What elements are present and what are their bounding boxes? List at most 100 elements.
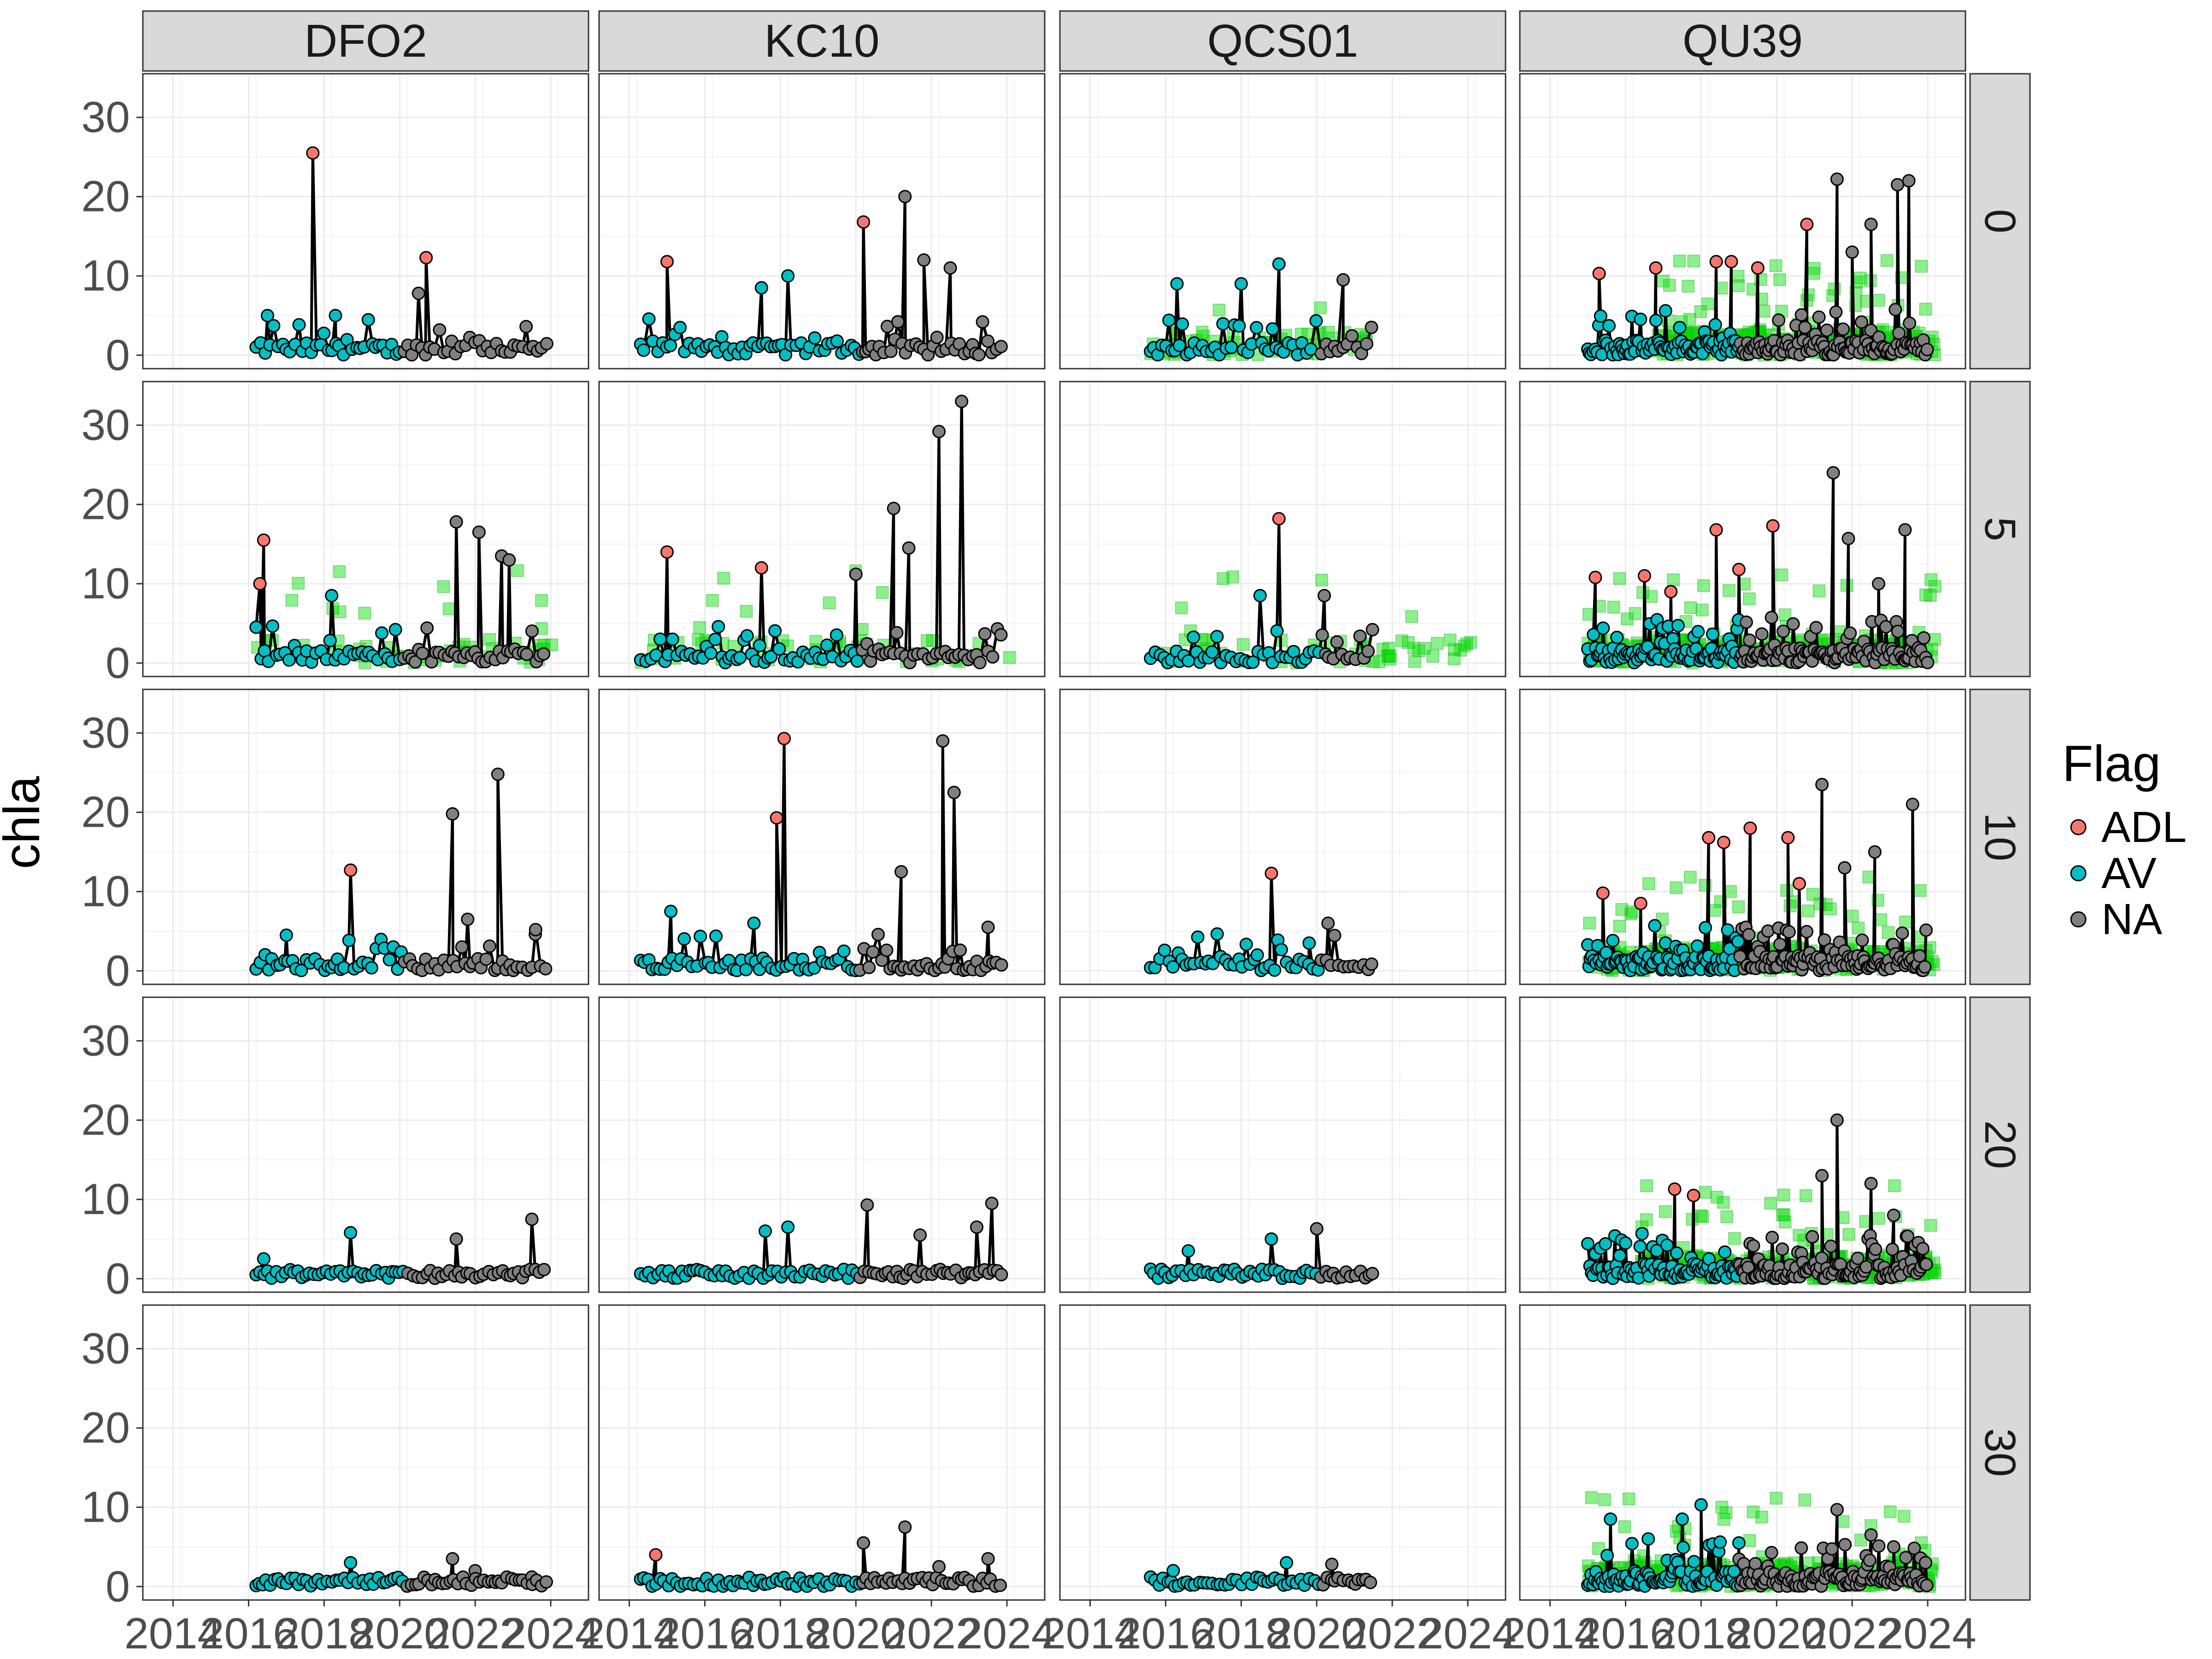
overlay-point xyxy=(1682,280,1694,293)
data-point-na xyxy=(981,334,995,348)
data-point-av xyxy=(1718,1245,1732,1259)
data-point-av xyxy=(665,632,679,646)
overlay-point xyxy=(1793,1229,1806,1242)
data-point-na xyxy=(491,767,505,781)
row-strip-20: 20 xyxy=(1969,996,2031,1293)
data-point-na xyxy=(539,962,553,976)
overlay-point xyxy=(1460,637,1473,650)
y-tick-label: 10 xyxy=(81,1175,130,1224)
data-point-av xyxy=(1216,317,1230,331)
overlay-point xyxy=(1607,600,1620,614)
data-point-adl xyxy=(1709,255,1723,269)
data-point-av xyxy=(1587,628,1600,641)
data-point-adl xyxy=(1732,563,1746,577)
data-point-av xyxy=(837,944,851,958)
data-point-av xyxy=(664,905,678,918)
data-point-na xyxy=(1859,1260,1873,1274)
data-point-adl xyxy=(1792,877,1806,891)
data-point-na xyxy=(994,958,1008,972)
data-point-adl xyxy=(1724,255,1738,269)
data-point-av xyxy=(1694,1498,1708,1512)
data-point-av xyxy=(1591,939,1605,953)
overlay-point xyxy=(1913,884,1927,897)
data-point-na xyxy=(1887,1540,1900,1554)
data-point-na xyxy=(446,807,459,821)
data-point-av xyxy=(1166,960,1180,974)
data-point-na xyxy=(1895,926,1909,940)
data-point-av xyxy=(709,929,723,943)
data-point-na xyxy=(1798,320,1812,334)
data-point-na xyxy=(973,656,987,670)
overlay-point xyxy=(1812,584,1826,598)
data-point-na xyxy=(412,287,425,300)
data-point-av xyxy=(1721,923,1735,937)
panel-border xyxy=(142,996,589,1293)
data-point-na xyxy=(540,337,553,351)
overlay-point xyxy=(1699,1186,1712,1199)
data-point-av xyxy=(1690,939,1704,953)
data-point-av xyxy=(764,650,778,664)
data-point-av xyxy=(1610,630,1624,644)
data-point-na xyxy=(1365,1267,1379,1281)
panel-QU39-20 xyxy=(1519,996,1966,1293)
data-point-na xyxy=(1864,1177,1878,1190)
data-point-av xyxy=(1673,321,1687,335)
data-point-na xyxy=(1318,589,1331,603)
data-point-av xyxy=(1232,319,1246,333)
data-point-av xyxy=(768,624,782,638)
data-point-na xyxy=(890,626,904,640)
data-point-na xyxy=(1825,1542,1839,1556)
data-point-na xyxy=(519,320,533,334)
data-point-na xyxy=(978,627,992,641)
data-point-na xyxy=(1863,1553,1877,1567)
panel-KC10-20 xyxy=(598,996,1046,1293)
panel-QU39-5 xyxy=(1519,381,1966,677)
data-point-av xyxy=(1706,627,1719,641)
data-point-na xyxy=(891,315,905,329)
data-point-av xyxy=(1162,313,1176,327)
overlay-point xyxy=(1758,305,1771,318)
y-tick-label: 0 xyxy=(106,1562,130,1611)
data-point-av xyxy=(1302,936,1316,950)
overlay-point xyxy=(1687,254,1700,268)
overlay-point xyxy=(1717,1196,1730,1209)
data-point-av xyxy=(344,1556,358,1570)
overlay-point xyxy=(1919,588,1932,601)
data-point-av xyxy=(820,638,834,652)
data-point-na xyxy=(943,261,957,275)
overlay-point xyxy=(1447,653,1461,665)
data-point-av xyxy=(808,331,822,345)
data-point-na xyxy=(1845,245,1859,259)
data-point-av xyxy=(1265,1232,1278,1246)
data-point-av xyxy=(1158,943,1171,957)
data-point-av xyxy=(708,632,722,646)
data-point-adl xyxy=(1702,831,1716,845)
overlay-point xyxy=(1776,1208,1789,1222)
data-point-na xyxy=(1820,324,1834,337)
data-point-av xyxy=(279,928,293,942)
data-point-av xyxy=(1268,963,1282,977)
data-point-av xyxy=(1634,312,1647,326)
data-point-adl xyxy=(1649,261,1663,275)
panel-KC10-5 xyxy=(598,381,1046,677)
overlay-point xyxy=(1659,1205,1672,1218)
y-tick-label: 10 xyxy=(81,559,130,608)
data-point-na xyxy=(955,394,969,408)
legend-key-av xyxy=(2070,865,2087,882)
overlay-point xyxy=(706,594,719,607)
panel-QCS01-0 xyxy=(1059,73,1506,370)
data-point-adl xyxy=(253,577,267,591)
panel-border xyxy=(1059,381,1506,677)
legend-label-av: AV xyxy=(2101,849,2157,898)
data-point-av xyxy=(1677,1541,1690,1554)
overlay-point xyxy=(1701,297,1714,311)
data-point-av xyxy=(1671,619,1685,633)
data-point-adl xyxy=(1592,267,1606,281)
overlay-point xyxy=(1667,573,1680,586)
panel-background xyxy=(599,382,1045,677)
overlay-point xyxy=(1629,607,1641,620)
row-strip-10: 10 xyxy=(1969,688,2031,985)
data-point-na xyxy=(917,253,931,267)
overlay-point xyxy=(1670,881,1683,894)
overlay-point xyxy=(1842,1228,1855,1241)
